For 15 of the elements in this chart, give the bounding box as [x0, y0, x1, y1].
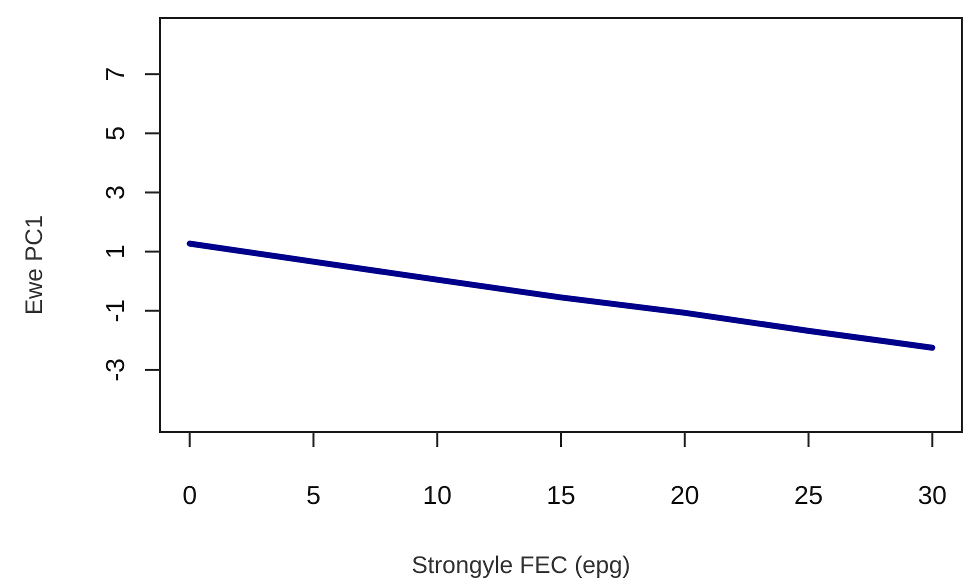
- x-axis-title: Strongyle FEC (epg): [412, 552, 630, 579]
- x-tick-label: 25: [794, 480, 823, 510]
- y-tick-label: 3: [100, 185, 130, 200]
- x-tick-label: 10: [422, 480, 452, 510]
- y-tick-label: 7: [100, 66, 130, 82]
- x-tick-label: 20: [670, 480, 700, 510]
- y-tick-label: -1: [100, 299, 130, 322]
- y-tick-label: -3: [100, 358, 130, 382]
- y-tick-label: 1: [100, 244, 130, 259]
- x-tick-label: 30: [918, 480, 947, 510]
- y-tick-label: 5: [100, 126, 130, 141]
- x-tick-label: 5: [306, 480, 321, 510]
- y-axis-title: Ewe PC1: [21, 214, 48, 316]
- x-tick-label: 0: [182, 480, 197, 510]
- x-tick-label: 15: [546, 480, 576, 510]
